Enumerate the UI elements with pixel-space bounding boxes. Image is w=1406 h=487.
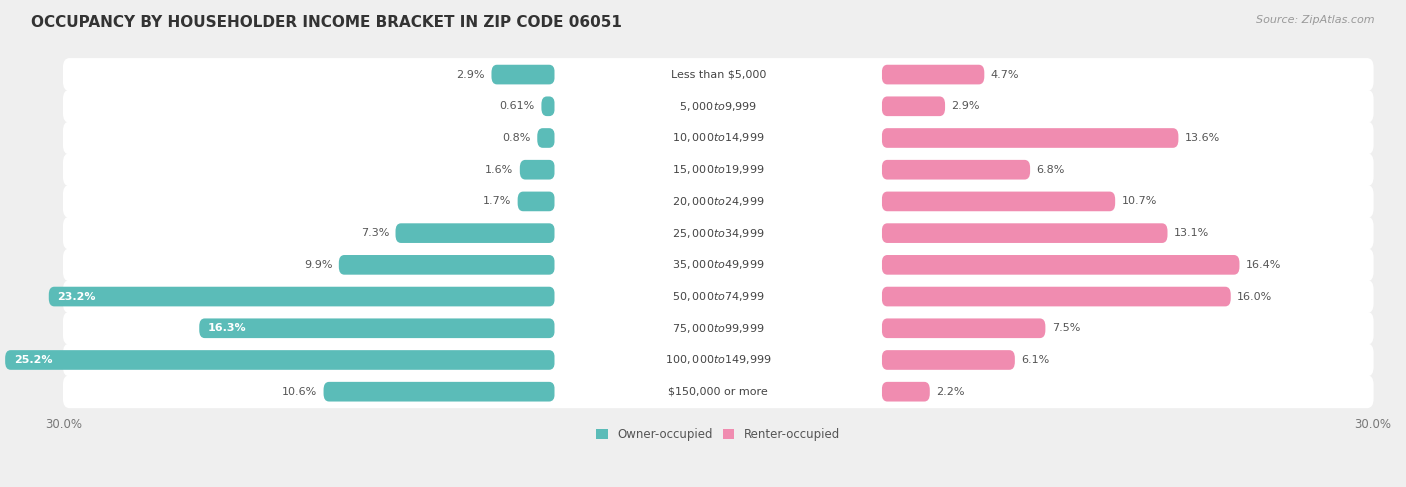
FancyBboxPatch shape — [537, 128, 555, 148]
FancyBboxPatch shape — [63, 90, 1374, 123]
Text: 0.61%: 0.61% — [499, 101, 534, 112]
FancyBboxPatch shape — [517, 191, 555, 211]
FancyBboxPatch shape — [63, 153, 1374, 186]
FancyBboxPatch shape — [555, 160, 882, 180]
Text: $75,000 to $99,999: $75,000 to $99,999 — [672, 322, 765, 335]
FancyBboxPatch shape — [323, 382, 555, 401]
FancyBboxPatch shape — [882, 160, 1031, 180]
Text: Less than $5,000: Less than $5,000 — [671, 70, 766, 79]
Text: 10.6%: 10.6% — [281, 387, 316, 397]
FancyBboxPatch shape — [555, 382, 882, 401]
Text: 6.8%: 6.8% — [1036, 165, 1064, 175]
FancyBboxPatch shape — [882, 128, 1178, 148]
FancyBboxPatch shape — [555, 224, 882, 243]
Text: OCCUPANCY BY HOUSEHOLDER INCOME BRACKET IN ZIP CODE 06051: OCCUPANCY BY HOUSEHOLDER INCOME BRACKET … — [31, 15, 621, 30]
FancyBboxPatch shape — [395, 224, 555, 243]
FancyBboxPatch shape — [541, 96, 555, 116]
Text: $25,000 to $34,999: $25,000 to $34,999 — [672, 226, 765, 240]
FancyBboxPatch shape — [63, 343, 1374, 376]
Text: $20,000 to $24,999: $20,000 to $24,999 — [672, 195, 765, 208]
Text: 2.9%: 2.9% — [457, 70, 485, 79]
Text: 1.7%: 1.7% — [482, 196, 512, 206]
FancyBboxPatch shape — [63, 312, 1374, 345]
Text: 16.4%: 16.4% — [1246, 260, 1281, 270]
FancyBboxPatch shape — [882, 255, 1240, 275]
Text: $150,000 or more: $150,000 or more — [668, 387, 768, 397]
Text: $15,000 to $19,999: $15,000 to $19,999 — [672, 163, 765, 176]
Text: $50,000 to $74,999: $50,000 to $74,999 — [672, 290, 765, 303]
Text: 0.8%: 0.8% — [502, 133, 530, 143]
Text: 25.2%: 25.2% — [14, 355, 52, 365]
FancyBboxPatch shape — [555, 65, 882, 84]
FancyBboxPatch shape — [555, 191, 882, 211]
Legend: Owner-occupied, Renter-occupied: Owner-occupied, Renter-occupied — [592, 423, 845, 446]
FancyBboxPatch shape — [520, 160, 555, 180]
FancyBboxPatch shape — [882, 224, 1167, 243]
FancyBboxPatch shape — [200, 318, 555, 338]
FancyBboxPatch shape — [555, 128, 882, 148]
Text: 13.1%: 13.1% — [1174, 228, 1209, 238]
FancyBboxPatch shape — [63, 280, 1374, 313]
Text: 10.7%: 10.7% — [1122, 196, 1157, 206]
FancyBboxPatch shape — [882, 350, 1015, 370]
FancyBboxPatch shape — [6, 350, 555, 370]
FancyBboxPatch shape — [882, 65, 984, 84]
Text: 2.9%: 2.9% — [952, 101, 980, 112]
FancyBboxPatch shape — [882, 96, 945, 116]
FancyBboxPatch shape — [882, 318, 1046, 338]
Text: 7.3%: 7.3% — [360, 228, 389, 238]
Text: $5,000 to $9,999: $5,000 to $9,999 — [679, 100, 758, 113]
Text: 1.6%: 1.6% — [485, 165, 513, 175]
Text: 16.0%: 16.0% — [1237, 292, 1272, 301]
FancyBboxPatch shape — [63, 185, 1374, 218]
FancyBboxPatch shape — [63, 121, 1374, 154]
Text: 9.9%: 9.9% — [304, 260, 332, 270]
Text: 16.3%: 16.3% — [208, 323, 246, 333]
Text: 13.6%: 13.6% — [1185, 133, 1220, 143]
FancyBboxPatch shape — [63, 58, 1374, 91]
Text: 7.5%: 7.5% — [1052, 323, 1080, 333]
Text: $10,000 to $14,999: $10,000 to $14,999 — [672, 131, 765, 145]
FancyBboxPatch shape — [63, 217, 1374, 250]
Text: 23.2%: 23.2% — [58, 292, 96, 301]
FancyBboxPatch shape — [555, 318, 882, 338]
FancyBboxPatch shape — [555, 350, 882, 370]
FancyBboxPatch shape — [63, 248, 1374, 281]
Text: $35,000 to $49,999: $35,000 to $49,999 — [672, 258, 765, 271]
Text: 4.7%: 4.7% — [991, 70, 1019, 79]
Text: Source: ZipAtlas.com: Source: ZipAtlas.com — [1257, 15, 1375, 25]
Text: 2.2%: 2.2% — [936, 387, 965, 397]
FancyBboxPatch shape — [882, 382, 929, 401]
FancyBboxPatch shape — [492, 65, 555, 84]
FancyBboxPatch shape — [882, 287, 1230, 306]
Text: $100,000 to $149,999: $100,000 to $149,999 — [665, 354, 772, 367]
FancyBboxPatch shape — [555, 287, 882, 306]
FancyBboxPatch shape — [555, 96, 882, 116]
FancyBboxPatch shape — [882, 191, 1115, 211]
Text: 6.1%: 6.1% — [1021, 355, 1050, 365]
FancyBboxPatch shape — [339, 255, 555, 275]
FancyBboxPatch shape — [555, 255, 882, 275]
FancyBboxPatch shape — [49, 287, 555, 306]
FancyBboxPatch shape — [63, 375, 1374, 408]
